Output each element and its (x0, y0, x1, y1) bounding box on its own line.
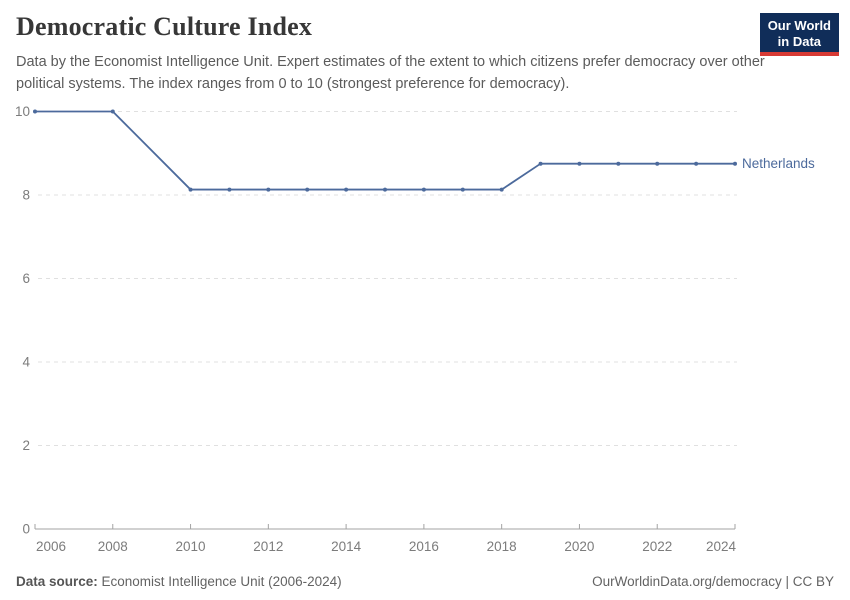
credit-link[interactable]: OurWorldinData.org/democracy | CC BY (592, 574, 834, 589)
data-point (538, 161, 543, 166)
x-axis-tick-label: 2006 (36, 539, 66, 554)
data-point (694, 161, 699, 166)
x-axis-tick-label: 2024 (706, 539, 737, 554)
series-end-label: Netherlands (742, 156, 815, 171)
data-point (344, 187, 349, 192)
owid-logo[interactable]: Our World in Data (759, 13, 839, 57)
data-point (188, 187, 193, 192)
footer: Data source: Economist Intelligence Unit… (16, 574, 834, 589)
x-axis-tick-label: 2008 (98, 539, 128, 554)
data-point (305, 187, 310, 192)
y-axis-tick-label: 8 (22, 188, 30, 203)
line-chart: 0 2 4 6 8 10 2006 2008 2010 2012 2014 2016 2018 2020 2… (15, 104, 815, 554)
data-line (35, 110, 735, 191)
y-axis-tick-label: 10 (15, 104, 30, 119)
datasource-text: Data source: Economist Intelligence Unit… (16, 574, 342, 589)
x-axis-tick-label: 2016 (409, 539, 439, 554)
owid-logo-line2: in Data (777, 33, 822, 49)
data-point (383, 187, 387, 192)
data-point (421, 187, 426, 192)
datasource-label: Data source: (16, 574, 98, 589)
y-axis-tick-label: 0 (22, 522, 30, 537)
data-point (655, 161, 660, 166)
data-point (616, 161, 621, 166)
data-point (33, 109, 37, 114)
x-axis-tick-label: 2020 (564, 539, 594, 554)
x-axis-tick-label: 2012 (253, 539, 283, 554)
data-point (110, 109, 115, 114)
x-axis-tick-label: 2010 (176, 539, 206, 554)
y-axis-tick-label: 6 (22, 271, 30, 286)
data-point (227, 187, 232, 192)
chart-subtitle: Data by the Economist Intelligence Unit.… (16, 54, 765, 92)
data-point (733, 161, 737, 166)
x-axis-tick-label: 2018 (487, 539, 517, 554)
owid-logo-line1: Our World (767, 18, 831, 33)
page-title: Democratic Culture Index (16, 12, 313, 41)
x-axis-tick-label: 2022 (642, 539, 672, 554)
y-axis-tick-label: 2 (22, 438, 30, 453)
x-axis-tick-label: 2014 (331, 539, 362, 554)
data-point (460, 187, 465, 192)
data-point (577, 161, 582, 166)
data-point (499, 187, 504, 192)
y-axis-tick-label: 4 (22, 355, 30, 370)
datasource-value: Economist Intelligence Unit (2006-2024) (97, 574, 342, 589)
data-point (266, 187, 271, 192)
